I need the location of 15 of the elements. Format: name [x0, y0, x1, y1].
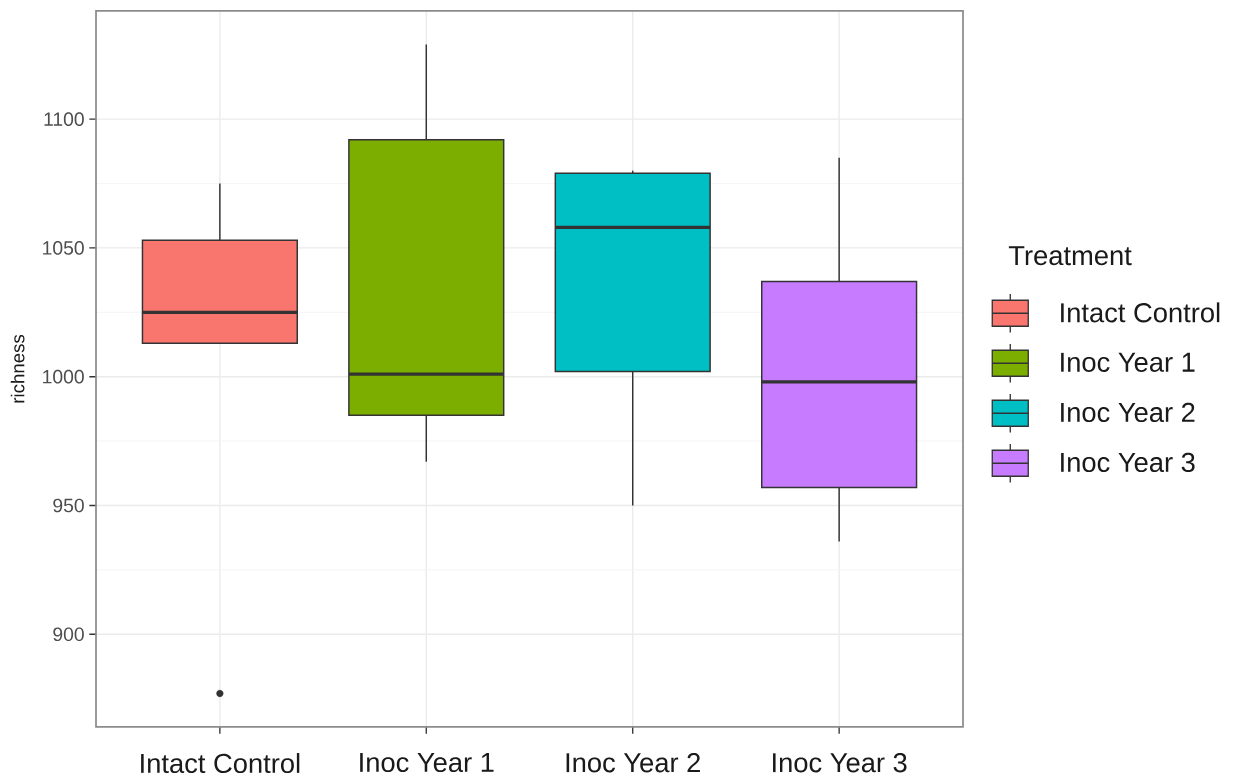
y-tick-label: 1000 [43, 369, 84, 384]
legend-title: Treatment [1008, 246, 1132, 266]
x-tick-label: Intact Control [141, 753, 300, 774]
y-tick-label: 1100 [44, 112, 84, 127]
legend-label: Inoc Year 1 [1061, 352, 1195, 372]
y-tick-label: 950 [53, 498, 84, 513]
legend-label: Inoc Year 3 [1061, 452, 1195, 473]
x-tick-label: Inoc Year 1 [360, 753, 494, 773]
y-tick-label: 900 [53, 627, 84, 642]
y-tick-label: 1050 [43, 241, 84, 255]
x-tick-label: Inoc Year 3 [773, 753, 907, 773]
legend-label: Intact Control [1061, 302, 1220, 323]
x-tick-label: Inoc Year 2 [566, 753, 700, 773]
legend-label: Inoc Year 2 [1061, 402, 1195, 423]
y-axis-title: richness [10, 334, 25, 403]
